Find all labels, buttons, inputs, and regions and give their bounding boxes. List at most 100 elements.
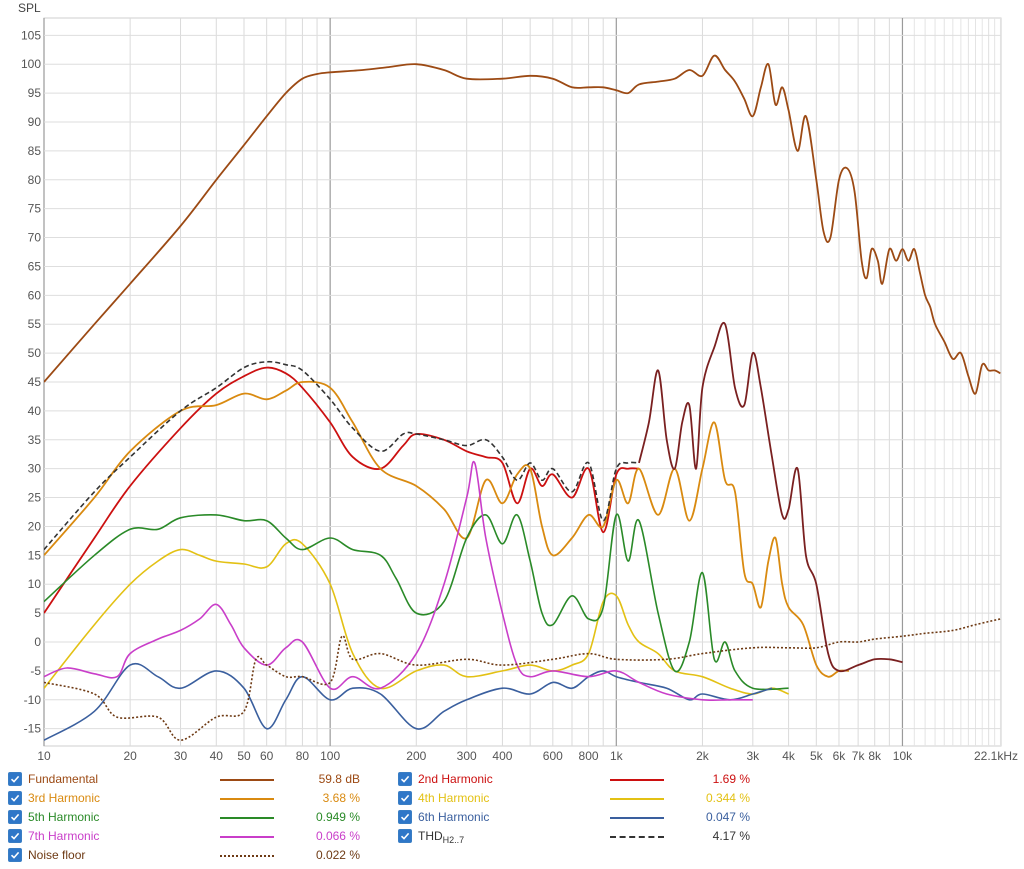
grid (43, 17, 1002, 747)
checkmark-icon (10, 851, 20, 859)
y-tick-label: 15 (28, 548, 42, 562)
legend-value-h2: 1.69 % (712, 772, 750, 786)
legend-label-h3: 3rd Harmonic (28, 791, 101, 805)
legend-row-h2: 2nd Harmonic 1.69 % (0, 770, 1024, 789)
x-tick-label: 800 (579, 749, 599, 763)
checkmark-icon (400, 794, 410, 802)
legend-row-h3: 3rd Harmonic 3.68 % (0, 789, 1024, 808)
legend-row-h6: 6th Harmonic 0.047 % (0, 808, 1024, 827)
legend-row-h7: 7th Harmonic 0.066 % (0, 827, 1024, 846)
x-tick-label: 400 (492, 749, 512, 763)
x-tick-label: 50 (237, 749, 251, 763)
y-tick-label: 50 (28, 346, 42, 360)
checkmark-icon (10, 775, 20, 783)
legend-swatch-thd (610, 836, 664, 838)
series-line-h7 (44, 460, 753, 701)
legend-checkbox-nf[interactable] (8, 848, 22, 862)
y-tick-label: 80 (28, 173, 42, 187)
series-line-h2ext (638, 321, 903, 673)
legend-checkbox-h7[interactable] (8, 829, 22, 843)
legend-swatch-h7 (220, 836, 274, 838)
x-tick-label: 40 (210, 749, 224, 763)
legend-label-fund: Fundamental (28, 772, 99, 786)
x-tick-label: 5k (810, 749, 824, 763)
x-tick-label: 3k (746, 749, 760, 763)
y-tick-label: 40 (28, 404, 42, 418)
x-tick-label: 2k (696, 749, 710, 763)
checkmark-icon (10, 794, 20, 802)
legend-value-h4: 0.344 % (705, 791, 750, 805)
series-line-thd (44, 360, 640, 551)
legend-value-nf: 0.022 % (315, 848, 360, 862)
legend-label-nf: Noise floor (28, 848, 86, 862)
x-tick-label: 30 (174, 749, 188, 763)
checkmark-icon (10, 813, 20, 821)
legend-swatch-nf (220, 855, 274, 857)
legend-checkbox-fund[interactable] (8, 772, 22, 786)
x-axis-max-label: 22.1kHz (974, 749, 1018, 763)
legend-swatch-h3 (220, 798, 274, 800)
legend-label-h2: 2nd Harmonic (418, 772, 493, 786)
y-tick-label: 35 (28, 433, 42, 447)
x-tick-label: 1k (610, 749, 624, 763)
y-tick-label: 25 (28, 491, 42, 505)
x-tick-label: 80 (296, 749, 310, 763)
y-tick-label: 55 (28, 317, 42, 331)
series-line-h5 (44, 513, 789, 691)
legend-checkbox-h6[interactable] (398, 810, 412, 824)
y-tick-label: 70 (28, 231, 42, 245)
series-line-h3 (44, 380, 849, 678)
y-tick-label: 75 (28, 202, 42, 216)
legend-value-thd: 4.17 % (712, 829, 750, 843)
legend-row-nf: Noise floor 0.022 % (0, 846, 1024, 865)
legend: Fundamental 59.8 dB 3rd Harmonic 3.68 % 5th … (0, 768, 1024, 868)
x-tick-label: 8k (868, 749, 882, 763)
legend-value-h3: 3.68 % (322, 791, 360, 805)
legend-label-h5: 5th Harmonic (28, 810, 100, 824)
x-tick-label: 4k (782, 749, 796, 763)
x-tick-label: 6k (833, 749, 847, 763)
x-tick-label: 300 (457, 749, 477, 763)
legend-label-h7: 7th Harmonic (28, 829, 100, 843)
y-tick-label: 0 (34, 635, 41, 649)
legend-row-thd: THDH2..7 4.17 % (0, 827, 1024, 846)
series-group (44, 54, 1001, 741)
legend-checkbox-thd[interactable] (398, 829, 412, 843)
x-tick-label: 7k (852, 749, 866, 763)
legend-row-fund: Fundamental 59.8 dB (0, 770, 1024, 789)
x-tick-label: 60 (260, 749, 274, 763)
legend-value-h7: 0.066 % (315, 829, 360, 843)
x-tick-label: 20 (123, 749, 137, 763)
legend-checkbox-h3[interactable] (8, 791, 22, 805)
x-tick-label: 600 (543, 749, 563, 763)
legend-checkbox-h2[interactable] (398, 772, 412, 786)
series-line-h4 (44, 538, 789, 695)
y-axis-label: SPL (18, 1, 41, 15)
x-tick-label: 10 (37, 749, 51, 763)
legend-swatch-h2 (610, 779, 664, 781)
legend-value-h6: 0.047 % (705, 810, 750, 824)
checkmark-icon (400, 775, 410, 783)
y-tick-label: 95 (28, 86, 42, 100)
y-tick-label: 10 (28, 577, 42, 591)
x-tick-label: 100 (320, 749, 340, 763)
legend-row-h4: 4th Harmonic 0.344 % (0, 789, 1024, 808)
y-tick-label: -10 (24, 693, 42, 707)
y-tick-label: 85 (28, 144, 42, 158)
legend-checkbox-h5[interactable] (8, 810, 22, 824)
y-tick-label: 90 (28, 115, 42, 129)
legend-label-thd: THDH2..7 (418, 829, 465, 845)
legend-label-h6: 6th Harmonic (418, 810, 490, 824)
series-line-h2 (44, 366, 640, 614)
legend-swatch-h4 (610, 798, 664, 800)
y-tick-label: 60 (28, 288, 42, 302)
legend-checkbox-h4[interactable] (398, 791, 412, 805)
y-tick-label: -15 (24, 722, 42, 736)
y-tick-label: 100 (21, 57, 41, 71)
y-tick-label: 20 (28, 519, 42, 533)
y-tick-label: 65 (28, 259, 42, 273)
series-line-nf (44, 618, 1001, 741)
checkmark-icon (10, 832, 20, 840)
legend-row-h5: 5th Harmonic 0.949 % (0, 808, 1024, 827)
legend-value-h5: 0.949 % (315, 810, 360, 824)
